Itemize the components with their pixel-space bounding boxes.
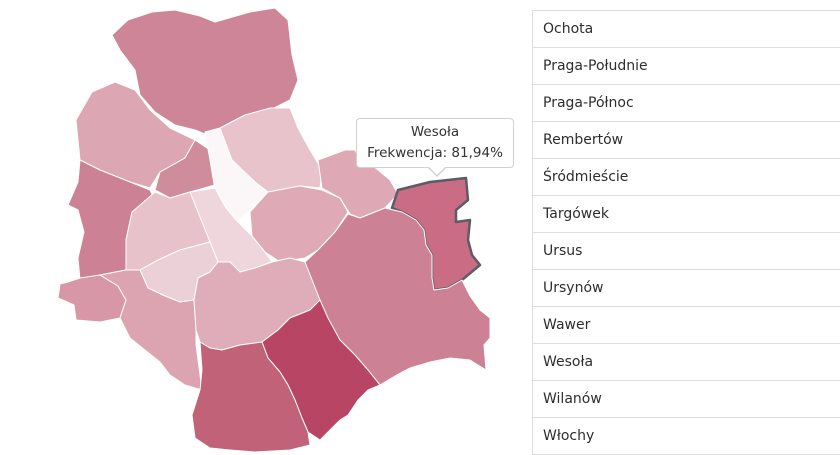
district-list-item[interactable]: Wawer bbox=[533, 307, 840, 344]
turnout-map: Wesoła Frekwencja: 81,94% bbox=[57, 7, 514, 453]
district-list-item[interactable]: Praga-Północ bbox=[533, 85, 840, 122]
district-ursus[interactable] bbox=[57, 274, 127, 323]
districts-map-svg bbox=[57, 7, 491, 453]
district-list-item[interactable]: Wilanów bbox=[533, 381, 840, 418]
district-list-item[interactable]: Śródmieście bbox=[533, 159, 840, 196]
district-ursynow[interactable] bbox=[191, 341, 311, 453]
district-list-item[interactable]: Targówek bbox=[533, 196, 840, 233]
district-tooltip: Wesoła Frekwencja: 81,94% bbox=[356, 118, 514, 177]
district-list-item[interactable]: Włochy bbox=[533, 418, 840, 455]
district-list: Ochota Praga-Południe Praga-Północ Rembe… bbox=[532, 10, 840, 455]
tooltip-turnout-value: Frekwencja: 81,94% bbox=[367, 145, 503, 161]
district-list-item[interactable]: Praga-Południe bbox=[533, 48, 840, 85]
district-list-item[interactable]: Ursus bbox=[533, 233, 840, 270]
district-list-item[interactable]: Rembertów bbox=[533, 122, 840, 159]
district-list-item[interactable]: Ochota bbox=[533, 11, 840, 48]
district-list-item[interactable]: Wesoła bbox=[533, 344, 840, 381]
tooltip-district-name: Wesoła bbox=[410, 124, 460, 140]
district-list-item[interactable]: Ursynów bbox=[533, 270, 840, 307]
